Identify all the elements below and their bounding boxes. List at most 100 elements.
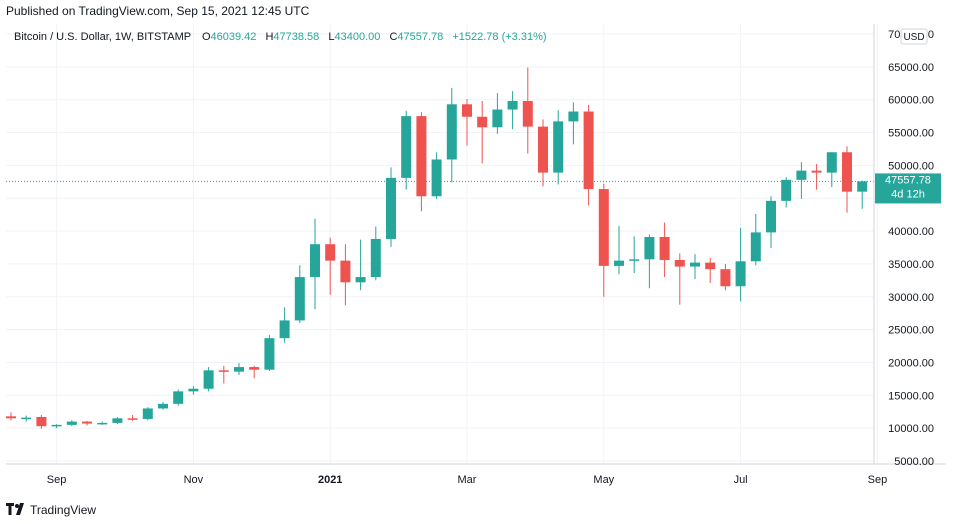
candle-body — [431, 159, 442, 197]
candle — [568, 102, 579, 145]
candle-body — [598, 189, 609, 266]
time-tick-label: 2021 — [318, 474, 342, 486]
candle-body — [401, 116, 412, 178]
candle — [112, 416, 123, 425]
candle — [355, 239, 366, 291]
bar-countdown: 4d 12h — [891, 188, 925, 200]
candle — [249, 365, 260, 379]
candle — [492, 93, 503, 134]
time-tick-label: Sep — [868, 474, 888, 486]
candle-series — [6, 67, 868, 429]
price-tick-label: 30000.00 — [888, 292, 934, 304]
candle-body — [355, 277, 366, 283]
candle — [522, 67, 533, 154]
candle-body — [82, 421, 92, 424]
candle — [629, 236, 640, 274]
candle — [51, 424, 62, 429]
currency-badge-bg — [900, 28, 928, 45]
candle — [735, 227, 746, 302]
candle-body — [674, 259, 685, 267]
last-price-badge: 47557.78 4d 12h — [875, 173, 941, 204]
candle — [370, 226, 381, 281]
candle — [97, 421, 108, 425]
legend-open-value: 46039.42 — [211, 31, 257, 43]
candle — [659, 222, 670, 278]
time-tick-label: Sep — [47, 474, 67, 486]
candle — [644, 234, 655, 289]
candle — [325, 237, 336, 295]
candle — [750, 213, 761, 266]
candle — [538, 119, 548, 187]
price-tick-label: 5000.00 — [894, 456, 934, 468]
candle-body — [553, 121, 564, 173]
candle-body — [522, 101, 533, 127]
chart-frame[interactable]: 5000.00 10000.00 15000.00 20000.00 25000.00 3… — [6, 24, 946, 494]
legend-low-value: 43400.00 — [334, 31, 380, 43]
candle — [811, 164, 822, 190]
legend-change: +1522.78 (+3.31%) — [452, 31, 546, 43]
candle — [36, 415, 47, 429]
candle — [127, 415, 138, 421]
price-tick-label: 15000.00 — [888, 390, 934, 402]
legend-close-label: C — [389, 31, 397, 43]
candle — [203, 367, 214, 392]
chart-legend: Bitcoin / U.S. Dollar, 1W, BITSTAMP O460… — [14, 31, 547, 43]
candle — [340, 244, 351, 306]
candle-body — [325, 244, 336, 261]
candle-body — [36, 416, 47, 427]
candle — [264, 334, 275, 372]
footer-brand: TradingView — [30, 503, 97, 517]
candle — [598, 183, 609, 297]
candle — [674, 253, 685, 305]
candle — [690, 254, 700, 280]
published-caption: Published on TradingView.com, Sep 15, 20… — [6, 4, 310, 18]
candle — [401, 110, 412, 190]
candle-body — [750, 232, 761, 262]
candle-body — [538, 126, 548, 173]
candle-body — [294, 277, 305, 321]
legend-symbol: Bitcoin / U.S. Dollar, 1W, BITSTAMP — [14, 31, 191, 43]
candle-body — [249, 367, 260, 370]
candle-body — [203, 370, 214, 389]
candle-body — [583, 111, 594, 190]
candle — [857, 180, 868, 209]
time-axis-labels: Sep Nov 2021 Mar May Jul Sep — [47, 474, 887, 486]
candle-body — [6, 416, 16, 419]
candle-body — [112, 418, 123, 423]
candle-body — [826, 152, 837, 173]
candle-body — [127, 418, 138, 420]
price-tick-label: 10000.00 — [888, 423, 934, 435]
candle — [614, 225, 624, 275]
candle — [796, 162, 807, 199]
legend-close-value: 47557.78 — [397, 31, 443, 43]
candle-body — [416, 116, 427, 197]
time-tick-label: Jul — [734, 474, 748, 486]
candle-body — [264, 338, 275, 370]
price-tick-label: 55000.00 — [888, 128, 934, 140]
candle — [66, 420, 77, 427]
candle-body — [446, 104, 457, 160]
currency-badge[interactable]: USD — [900, 28, 928, 45]
candle-body — [629, 259, 640, 261]
price-tick-label: 35000.00 — [888, 259, 934, 271]
candle-body — [781, 179, 792, 201]
time-tick-label: Mar — [458, 474, 477, 486]
candlestick-chart[interactable]: 5000.00 10000.00 15000.00 20000.00 25000.00 3… — [6, 24, 946, 494]
candle-body — [370, 238, 381, 278]
chart-grid — [6, 24, 878, 464]
candle — [446, 87, 457, 183]
candle-body — [568, 111, 579, 122]
candle — [416, 112, 427, 212]
candle-body — [386, 177, 396, 239]
candle-body — [21, 417, 32, 420]
legend-low-label: L — [328, 31, 334, 43]
candle-body — [720, 269, 731, 287]
candle — [386, 167, 396, 247]
candle-body — [811, 170, 822, 173]
legend-open-label: O — [202, 31, 211, 43]
time-tick-label: May — [593, 474, 614, 486]
candle — [842, 146, 852, 213]
candle-body — [796, 170, 807, 180]
candle — [431, 152, 442, 199]
candle-body — [477, 116, 488, 128]
